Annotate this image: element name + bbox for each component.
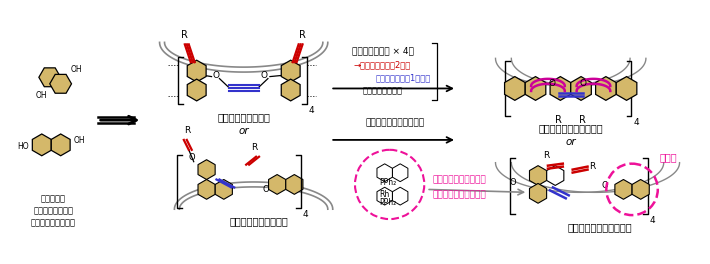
Text: キラル型ベルト共役分子: キラル型ベルト共役分子 xyxy=(567,222,632,232)
Polygon shape xyxy=(547,166,564,185)
Text: R: R xyxy=(299,30,306,40)
Text: O: O xyxy=(548,79,555,88)
Text: 4: 4 xyxy=(308,106,314,115)
Text: O: O xyxy=(261,71,268,80)
Text: R: R xyxy=(589,162,596,171)
Text: ベンゼン環を構築: ベンゼン環を構築 xyxy=(363,87,403,96)
Text: 芳香環構築反応 × 4回: 芳香環構築反応 × 4回 xyxy=(351,46,414,55)
Polygon shape xyxy=(571,77,591,100)
Polygon shape xyxy=(50,74,72,93)
Text: PPh₂: PPh₂ xyxy=(380,178,397,187)
Polygon shape xyxy=(39,68,60,87)
Text: 不斏をコントロール！: 不斏をコントロール！ xyxy=(432,190,486,199)
Polygon shape xyxy=(33,134,51,156)
Text: 対称な環状ポリイン: 対称な環状ポリイン xyxy=(217,112,270,122)
Text: PPh₂: PPh₂ xyxy=(380,198,397,207)
Text: O: O xyxy=(263,185,269,194)
Polygon shape xyxy=(187,79,206,101)
Text: 軸不斏配位子によって: 軸不斏配位子によって xyxy=(432,175,486,184)
Text: OH: OH xyxy=(71,65,82,74)
Polygon shape xyxy=(377,164,393,182)
Text: or: or xyxy=(239,126,249,136)
Polygon shape xyxy=(198,160,215,180)
Polygon shape xyxy=(281,79,300,101)
Text: →赤色のアルキン2つと: →赤色のアルキン2つと xyxy=(353,61,410,70)
Polygon shape xyxy=(530,183,547,203)
Polygon shape xyxy=(281,60,300,82)
Polygon shape xyxy=(596,77,616,100)
Text: 面不斏: 面不斏 xyxy=(660,152,677,162)
Text: OH: OH xyxy=(36,91,48,100)
Polygon shape xyxy=(187,60,206,82)
Polygon shape xyxy=(286,175,303,194)
Polygon shape xyxy=(505,77,525,100)
Text: R: R xyxy=(543,151,549,160)
Polygon shape xyxy=(550,77,571,100)
Text: O: O xyxy=(579,79,586,88)
Text: 青色のアルキン1つから: 青色のアルキン1つから xyxy=(376,74,431,83)
Polygon shape xyxy=(198,180,215,199)
Polygon shape xyxy=(51,134,70,156)
Text: 4: 4 xyxy=(633,117,639,127)
Text: カチオン性ロジウム触媒: カチオン性ロジウム触媒 xyxy=(365,118,424,127)
Text: R: R xyxy=(251,143,257,152)
Polygon shape xyxy=(530,166,547,185)
Text: 4: 4 xyxy=(650,216,655,225)
Text: R: R xyxy=(184,126,190,135)
Text: O: O xyxy=(212,71,219,80)
Text: O: O xyxy=(510,178,516,187)
Polygon shape xyxy=(268,175,285,194)
Text: R: R xyxy=(579,115,586,125)
Text: O: O xyxy=(188,153,195,162)
Text: 4: 4 xyxy=(302,210,308,219)
Text: シクロフェナセン類縁体: シクロフェナセン類縁体 xyxy=(538,124,603,134)
Polygon shape xyxy=(393,164,408,182)
Text: OH: OH xyxy=(74,136,85,145)
Polygon shape xyxy=(632,180,649,199)
Text: R: R xyxy=(181,30,188,40)
Text: 非対称な環状ポリイン: 非対称な環状ポリイン xyxy=(229,216,288,226)
Polygon shape xyxy=(393,187,408,205)
Text: 出発原料：
連結位置の異なる
ナフタレンジオール: 出発原料： 連結位置の異なる ナフタレンジオール xyxy=(31,194,76,227)
Polygon shape xyxy=(616,77,637,100)
Polygon shape xyxy=(215,180,232,199)
Polygon shape xyxy=(377,187,393,205)
Text: HO: HO xyxy=(17,142,29,151)
Text: O: O xyxy=(602,181,608,190)
Text: R: R xyxy=(555,115,562,125)
Text: or: or xyxy=(565,137,576,147)
Polygon shape xyxy=(525,77,546,100)
Text: Rh: Rh xyxy=(380,190,390,199)
Polygon shape xyxy=(615,180,632,199)
